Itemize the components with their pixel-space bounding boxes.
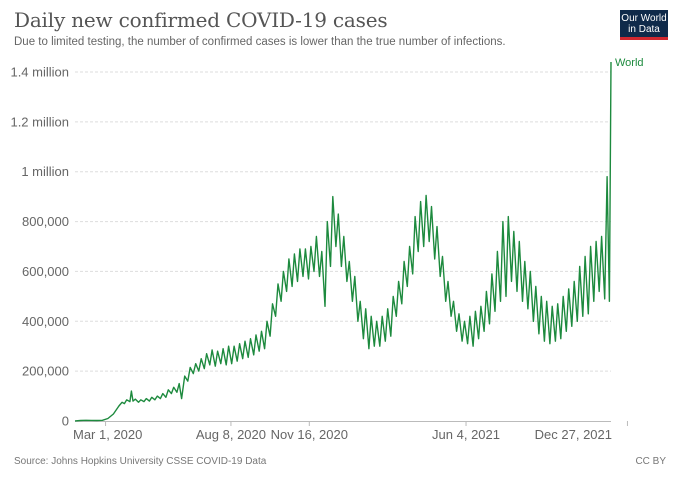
y-tick-label: 1 million: [21, 164, 69, 179]
legend-label: World: [615, 57, 644, 69]
series-line-world: [74, 61, 612, 422]
x-tick-label: Mar 1, 2020: [73, 427, 142, 442]
series-lines: [74, 61, 612, 422]
chart-subtitle: Due to limited testing, the number of co…: [14, 36, 506, 48]
y-tick-label: 1.2 million: [10, 114, 69, 129]
y-tick-label: 200,000: [22, 364, 69, 379]
logo-line-2: in Data: [628, 24, 660, 35]
owid-logo[interactable]: Our World in Data: [620, 10, 668, 40]
x-axis: Mar 1, 2020 Aug 8, 2020 Nov 16, 2020 Jun 4,…: [73, 421, 628, 442]
y-tick-label: 1.4 million: [10, 65, 69, 80]
x-tick-label: Dec 27, 2021: [535, 427, 612, 442]
logo-line-1: Our World: [621, 13, 667, 24]
y-tick-label: 800,000: [22, 214, 69, 229]
x-tick-label: Aug 8, 2020: [196, 427, 266, 442]
y-tick-label: 0: [62, 414, 69, 429]
y-tick-label: 600,000: [22, 264, 69, 279]
y-axis: 0 200,000 400,000 600,000 800,000 1 million 1.…: [10, 65, 69, 429]
chart-title: Daily new confirmed COVID-19 cases: [14, 8, 388, 32]
x-tick-label: Jun 4, 2021: [432, 427, 500, 442]
legend: World: [615, 57, 644, 69]
source-note[interactable]: Source: Johns Hopkins University CSSE CO…: [14, 456, 267, 467]
y-tick-label: 400,000: [22, 314, 69, 329]
x-tick-label: Nov 16, 2020: [271, 427, 348, 442]
gridlines: [75, 71, 611, 372]
license-label[interactable]: CC BY: [635, 456, 666, 467]
